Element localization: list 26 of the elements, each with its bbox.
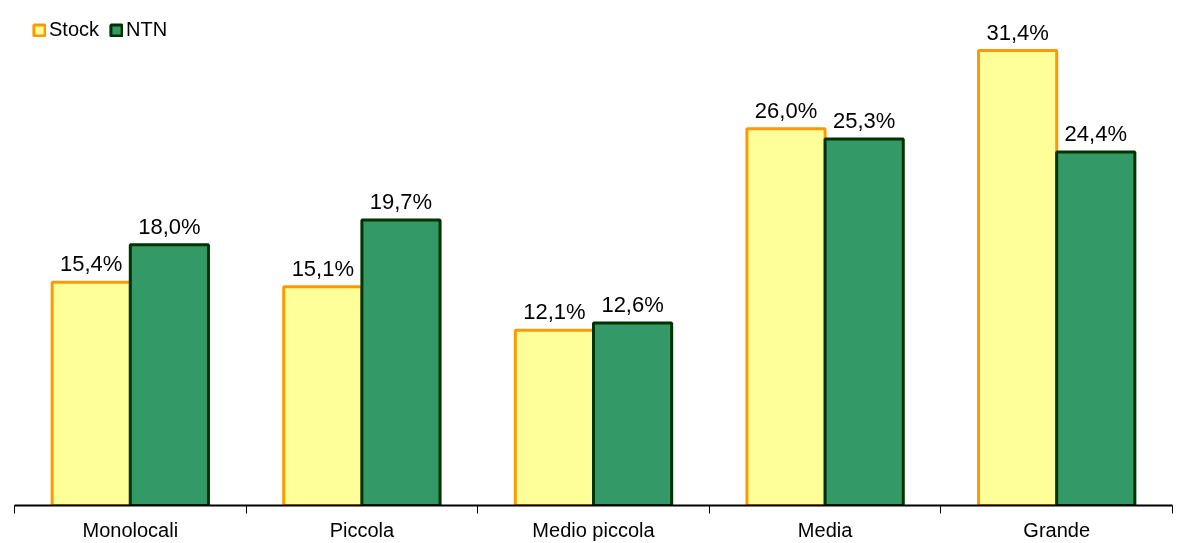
bar [745, 127, 827, 506]
data-label: 15,4% [60, 251, 123, 277]
data-label: 15,1% [291, 255, 355, 281]
x-tick-label: Piccola [329, 518, 396, 541]
data-label: 31,4% [986, 19, 1049, 45]
data-label: 19,7% [369, 189, 433, 215]
bar [1055, 150, 1137, 506]
legend-label: Stock [49, 18, 100, 41]
data-label: 18,0% [138, 213, 201, 239]
data-label: 12,6% [601, 291, 664, 317]
bar [128, 243, 210, 506]
x-tick-label: Medio piccola [532, 518, 656, 541]
x-tick-label: Monolocali [82, 518, 179, 541]
data-label: 24,4% [1064, 120, 1127, 146]
data-label: 12,1% [523, 299, 586, 325]
bar [977, 49, 1059, 506]
bar [823, 137, 905, 506]
x-tick-label: Media [797, 518, 854, 541]
bar [592, 321, 674, 506]
data-label: 26,0% [754, 97, 818, 123]
bar [50, 280, 132, 506]
legend-label: NTN [126, 18, 168, 41]
data-label: 25,3% [832, 107, 896, 133]
x-tick-label: Grande [1023, 518, 1091, 541]
bar [513, 328, 595, 506]
bar [360, 218, 442, 506]
